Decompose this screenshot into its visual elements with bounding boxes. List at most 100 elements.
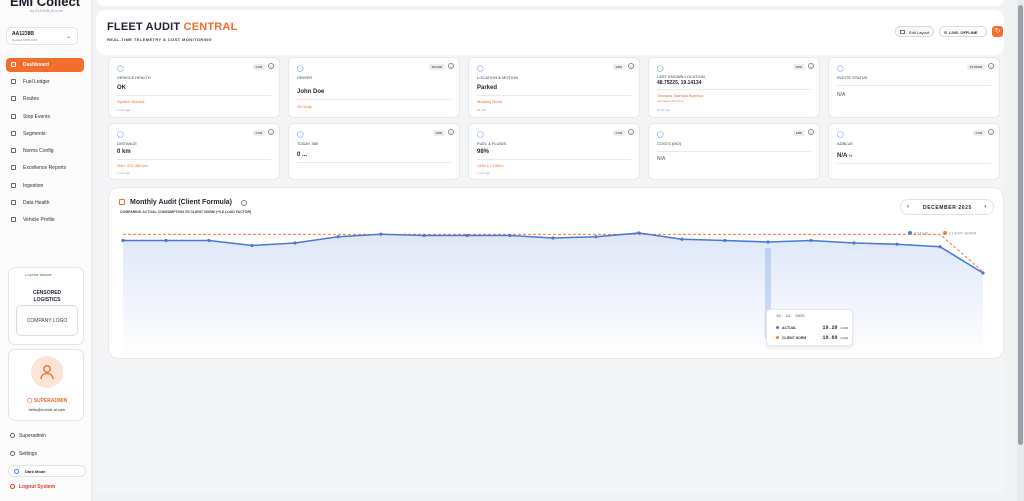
card-adblue[interactable]: ◯ CAN i ADBLUE N/A % bbox=[828, 123, 1000, 180]
page-title: FLEET AUDIT CENTRAL bbox=[107, 21, 238, 33]
line-chart[interactable] bbox=[109, 188, 1005, 360]
edit-layout-button[interactable]: Edit Layout bbox=[895, 26, 934, 37]
legend-actual[interactable]: ACTUAL bbox=[908, 231, 930, 236]
nav-label: Segments bbox=[23, 131, 46, 137]
chart-subtitle: COMPARING ACTUAL CONSUMPTION VS CLIENT N… bbox=[120, 210, 252, 214]
logout-button[interactable]: Logout System bbox=[10, 484, 55, 490]
tooltip-norm-value: 19.89 L/100 bbox=[822, 335, 848, 341]
card-status: Odo: 372,384 km bbox=[117, 163, 148, 168]
info-icon[interactable]: i bbox=[808, 129, 814, 135]
grid-icon bbox=[11, 62, 16, 67]
vehicle-id: AA1238B bbox=[12, 31, 34, 37]
divider bbox=[297, 99, 451, 100]
nav-label: Fuel Ledger bbox=[23, 79, 50, 85]
scrollbar[interactable] bbox=[1017, 0, 1024, 501]
info-icon[interactable]: i bbox=[448, 63, 454, 69]
info-icon[interactable]: i bbox=[268, 129, 274, 135]
data-point-actual bbox=[723, 238, 727, 243]
card-fuel-fluids[interactable]: ◯ CAN i FUEL & FLUIDS 98% 1284 L / 1300 … bbox=[468, 123, 640, 180]
layout-icon bbox=[900, 30, 905, 34]
settings-link[interactable]: Settings bbox=[10, 451, 37, 457]
live-status-button[interactable]: LIVE: OFFLINE bbox=[939, 26, 987, 37]
card-today[interactable]: ◯ GPS i TODAY 365 0 ... bbox=[288, 123, 460, 180]
legend-dot bbox=[908, 231, 912, 235]
card-route-status[interactable]: ◯ SYSTEM i ROUTE STATUS N/A bbox=[828, 57, 1000, 118]
info-icon[interactable]: i bbox=[628, 129, 634, 135]
info-icon[interactable]: i bbox=[988, 63, 994, 69]
divider bbox=[477, 95, 631, 96]
card-costs[interactable]: ◯ ERP i COSTS (MO) N/A bbox=[648, 123, 820, 180]
card-distance[interactable]: ◯ CAN i DISTANCE 0 km Odo: 372,384 km 1 … bbox=[108, 123, 280, 180]
data-point-actual bbox=[852, 241, 856, 245]
source-badge: GPS bbox=[792, 64, 805, 70]
scrollbar-thumb[interactable] bbox=[1018, 5, 1023, 445]
nav-excellence-reports[interactable]: Excellence Reports bbox=[6, 161, 84, 175]
card-label: LOCATION & MOTION bbox=[477, 75, 519, 80]
clock-icon: ◯ bbox=[297, 132, 304, 138]
info-icon[interactable]: i bbox=[808, 63, 814, 69]
nav-segments[interactable]: Segments bbox=[6, 127, 84, 141]
superadmin-label: Superadmin bbox=[19, 433, 46, 439]
nav-dashboard[interactable]: Dashboard bbox=[6, 58, 84, 72]
card-location-motion[interactable]: ◯ GPS i LOCATION & MOTION Parked Modený … bbox=[468, 57, 640, 118]
user-card[interactable]: ◯ SUPERADMIN hello@euhub-ai.com bbox=[8, 349, 84, 421]
tooltip-row-norm: CLIENT NORM 19.89 L/100 bbox=[776, 335, 848, 341]
source-badge: GPS bbox=[432, 130, 445, 136]
card-value: Parked bbox=[477, 85, 498, 91]
data-point-actual bbox=[250, 243, 254, 248]
divider bbox=[117, 159, 271, 160]
config-icon bbox=[11, 148, 16, 153]
data-point-actual bbox=[422, 233, 426, 238]
card-last-location[interactable]: ◯ GPS i LAST KNOWN LOCATION 48.75225, 19… bbox=[648, 57, 820, 118]
chevron-right-icon[interactable]: › bbox=[984, 204, 987, 210]
nav-stop-events[interactable]: Stop Events bbox=[6, 110, 84, 124]
card-updated: 16 min bbox=[477, 108, 487, 112]
tenant-name-line2: LOGISTICS bbox=[33, 297, 61, 303]
page-header: FLEET AUDIT CENTRAL REAL-TIME TELEMETRY … bbox=[96, 10, 1004, 55]
info-icon[interactable]: i bbox=[448, 129, 454, 135]
info-icon[interactable]: i bbox=[628, 63, 634, 69]
nav-data-health[interactable]: Data Health bbox=[6, 196, 84, 210]
card-updated: 1 min ago bbox=[477, 171, 491, 175]
info-icon[interactable]: i bbox=[988, 129, 994, 135]
data-point-actual bbox=[121, 238, 125, 243]
health-icon bbox=[11, 200, 16, 205]
card-driver[interactable]: ◯ TACHO i DRIVER John Doe On Duty bbox=[288, 57, 460, 118]
norm-value: 19.89 bbox=[822, 335, 838, 341]
legend-dot bbox=[943, 231, 947, 235]
logout-icon bbox=[10, 484, 15, 489]
data-point-actual bbox=[508, 233, 512, 238]
nav-norms-config[interactable]: Norms Config bbox=[6, 144, 84, 158]
nav-vehicle-profile[interactable]: Vehicle Profile bbox=[6, 213, 84, 227]
divider bbox=[657, 89, 811, 90]
nav-ingestion[interactable]: Ingestion bbox=[6, 179, 84, 193]
refresh-button[interactable]: ↻ bbox=[992, 26, 1003, 37]
card-vehicle-health[interactable]: ◯ CAN i VEHICLE HEALTH OK System Normal … bbox=[108, 57, 280, 118]
card-label: LAST KNOWN LOCATION bbox=[657, 74, 705, 79]
adblue-unit: % bbox=[848, 153, 853, 158]
dark-mode-toggle[interactable]: Dark Mode bbox=[8, 465, 86, 477]
chevron-left-icon[interactable]: ‹ bbox=[907, 204, 910, 210]
month-selector: ‹ DECEMBER 2025 › bbox=[900, 199, 994, 215]
data-point-actual bbox=[207, 238, 211, 243]
user-email: hello@euhub-ai.com bbox=[28, 407, 66, 412]
legend-norm[interactable]: CLIENT NORM bbox=[943, 231, 976, 236]
data-point-actual bbox=[981, 271, 985, 275]
card-value: 0 km bbox=[117, 149, 131, 155]
report-icon bbox=[11, 165, 16, 170]
nav-label: Data Health bbox=[23, 200, 50, 206]
data-point-actual bbox=[379, 232, 383, 236]
tenant-name-line1: CENSORED bbox=[32, 290, 62, 296]
nav-routes[interactable]: Routes bbox=[6, 92, 84, 106]
superadmin-link[interactable]: Superadmin bbox=[10, 433, 46, 439]
nav-fuel-ledger[interactable]: Fuel Ledger bbox=[6, 75, 84, 89]
card-label: DRIVER bbox=[297, 75, 313, 80]
segments-icon bbox=[11, 131, 16, 136]
route-icon: ◯ bbox=[837, 66, 844, 72]
top-strip bbox=[96, 0, 1004, 6]
source-badge: ERP bbox=[792, 130, 805, 136]
info-icon[interactable] bbox=[241, 200, 247, 206]
distance-icon: ◯ bbox=[117, 132, 124, 138]
vehicle-selector[interactable]: AA1238B Renault MPR 2019 ⌄ bbox=[6, 27, 78, 45]
info-icon[interactable]: i bbox=[268, 63, 274, 69]
